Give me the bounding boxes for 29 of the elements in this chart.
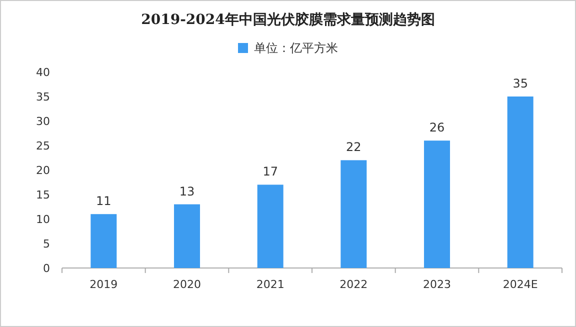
data-label: 22 <box>346 140 362 154</box>
y-tick-label: 35 <box>36 90 50 104</box>
x-tick-label: 2023 <box>423 278 451 291</box>
x-tick-label: 2024E <box>502 278 538 291</box>
data-label: 17 <box>262 164 278 179</box>
bar <box>507 96 534 268</box>
y-tick-label: 5 <box>43 238 50 250</box>
y-tick-label: 20 <box>36 164 50 177</box>
chart-title: 2019-2024年中国光伏胶膜需求量预测趋势图 <box>141 11 435 28</box>
bar <box>424 140 450 268</box>
y-tick-label: 15 <box>36 188 50 202</box>
data-label: 35 <box>512 76 528 90</box>
y-tick-label: 40 <box>36 66 50 79</box>
x-tick-label: 2021 <box>256 278 284 291</box>
bar <box>90 214 117 268</box>
y-tick-label: 0 <box>43 262 50 275</box>
x-tick-label: 2022 <box>340 278 368 291</box>
bar <box>340 160 367 268</box>
bar <box>174 204 200 268</box>
x-tick-label: 2019 <box>90 278 118 291</box>
y-tick-label: 30 <box>36 115 50 128</box>
data-label: 11 <box>96 194 112 208</box>
data-label: 13 <box>179 184 195 198</box>
legend-label: 单位：亿平方米 <box>254 41 338 55</box>
bar <box>257 184 284 268</box>
y-tick-label: 25 <box>36 140 50 152</box>
x-tick-label: 2020 <box>173 278 201 291</box>
y-tick-label: 10 <box>36 213 50 226</box>
data-label: 26 <box>429 120 445 135</box>
